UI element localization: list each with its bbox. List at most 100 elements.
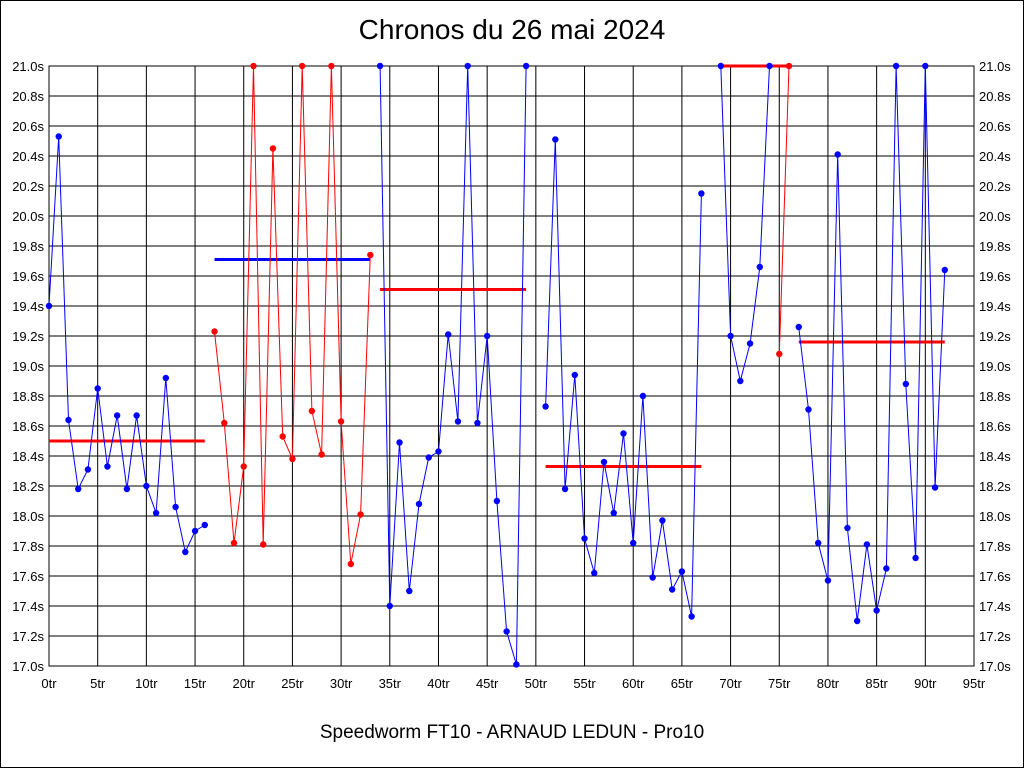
data-point <box>347 560 355 568</box>
data-point <box>386 602 393 610</box>
y-tick-label-right: 18.0s <box>979 509 1011 524</box>
y-tick-label-right: 18.4s <box>979 449 1011 464</box>
data-point <box>513 661 520 668</box>
data-point <box>688 613 695 620</box>
y-tick-label-right: 17.8s <box>979 539 1011 554</box>
data-point <box>883 565 890 572</box>
y-tick-label-left: 20.4s <box>12 149 44 164</box>
y-tick-label-left: 19.4s <box>12 299 44 314</box>
y-tick-label-right: 19.6s <box>979 269 1011 284</box>
y-tick-label-left: 18.8s <box>12 389 44 404</box>
data-point <box>260 541 267 548</box>
data-point <box>737 377 744 385</box>
data-point <box>659 517 666 524</box>
x-tick-label: 20tr <box>233 676 256 691</box>
data-point <box>483 332 491 340</box>
data-point <box>318 451 325 458</box>
data-point <box>561 485 569 493</box>
data-point <box>55 133 62 140</box>
data-point <box>94 385 101 392</box>
data-point <box>824 577 832 584</box>
data-point <box>912 554 919 562</box>
data-point <box>435 448 442 455</box>
data-point <box>746 340 754 347</box>
data-point <box>766 62 773 70</box>
data-point <box>727 332 734 340</box>
data-point <box>250 62 257 70</box>
x-tick-label: 75tr <box>768 676 791 691</box>
chart-title: Chronos du 26 mai 2024 <box>358 14 666 45</box>
data-point <box>873 607 880 614</box>
data-point <box>406 587 413 595</box>
y-tick-label-right: 17.6s <box>979 569 1011 584</box>
x-tick-label: 45tr <box>476 676 499 691</box>
data-point <box>931 484 939 491</box>
y-tick-label-right: 17.0s <box>979 659 1011 674</box>
data-point <box>143 482 150 490</box>
x-tick-label: 35tr <box>379 676 402 691</box>
x-tick-label: 0tr <box>41 676 57 691</box>
y-tick-label-left: 17.4s <box>12 599 44 614</box>
data-point <box>298 62 306 70</box>
y-tick-label-right: 21.0s <box>979 59 1011 74</box>
y-tick-label-left: 17.6s <box>12 569 44 584</box>
y-tick-label-left: 18.6s <box>12 419 44 434</box>
data-point <box>698 190 705 197</box>
data-point <box>581 535 588 542</box>
data-point <box>464 62 471 70</box>
data-point <box>211 328 218 335</box>
data-point <box>922 62 929 70</box>
data-point <box>162 374 170 382</box>
series-line <box>545 139 702 617</box>
x-tick-label: 40tr <box>427 676 450 691</box>
data-point <box>221 419 228 427</box>
data-point <box>376 62 384 70</box>
x-tick-label: 80tr <box>817 676 840 691</box>
data-point <box>630 539 637 547</box>
data-point <box>668 586 676 593</box>
y-tick-label-left: 18.4s <box>12 449 44 464</box>
data-point <box>152 509 160 517</box>
data-point <box>133 412 140 419</box>
x-tick-label: 30tr <box>330 676 353 691</box>
data-point <box>474 419 481 427</box>
y-tick-label-left: 18.0s <box>12 509 44 524</box>
x-tick-label: 15tr <box>184 676 207 691</box>
y-tick-label-right: 20.0s <box>979 209 1011 224</box>
data-point <box>639 392 647 400</box>
series-line <box>720 65 770 382</box>
y-tick-label-right: 17.4s <box>979 599 1011 614</box>
y-tick-label-right: 19.4s <box>979 299 1011 314</box>
data-point <box>396 439 403 446</box>
y-tick-label-right: 18.2s <box>979 479 1011 494</box>
data-point <box>795 323 802 331</box>
series-line <box>379 65 527 665</box>
data-point <box>308 407 316 415</box>
data-point <box>756 263 763 271</box>
x-tick-label: 90tr <box>914 676 937 691</box>
x-tick-label: 65tr <box>671 676 694 691</box>
data-point <box>84 466 92 473</box>
y-tick-label-left: 20.6s <box>12 119 44 134</box>
data-point <box>522 62 530 70</box>
x-tick-label: 5tr <box>90 676 106 691</box>
data-point <box>600 458 608 466</box>
x-tick-label: 55tr <box>573 676 596 691</box>
y-tick-label-right: 19.2s <box>979 329 1011 344</box>
data-point <box>892 62 900 70</box>
x-tick-label: 70tr <box>719 676 742 691</box>
y-tick-label-left: 19.8s <box>12 239 44 254</box>
x-tick-label: 50tr <box>525 676 548 691</box>
data-point <box>75 485 82 493</box>
data-point <box>552 136 559 143</box>
y-tick-label-right: 19.0s <box>979 359 1011 374</box>
data-point <box>279 433 286 440</box>
y-tick-label-right: 19.8s <box>979 239 1011 254</box>
y-tick-label-left: 19.0s <box>12 359 44 374</box>
data-point <box>367 251 374 259</box>
x-tick-label: 25tr <box>281 676 304 691</box>
x-tick-label: 60tr <box>622 676 645 691</box>
y-tick-label-right: 20.8s <box>979 89 1011 104</box>
data-point <box>834 151 841 158</box>
